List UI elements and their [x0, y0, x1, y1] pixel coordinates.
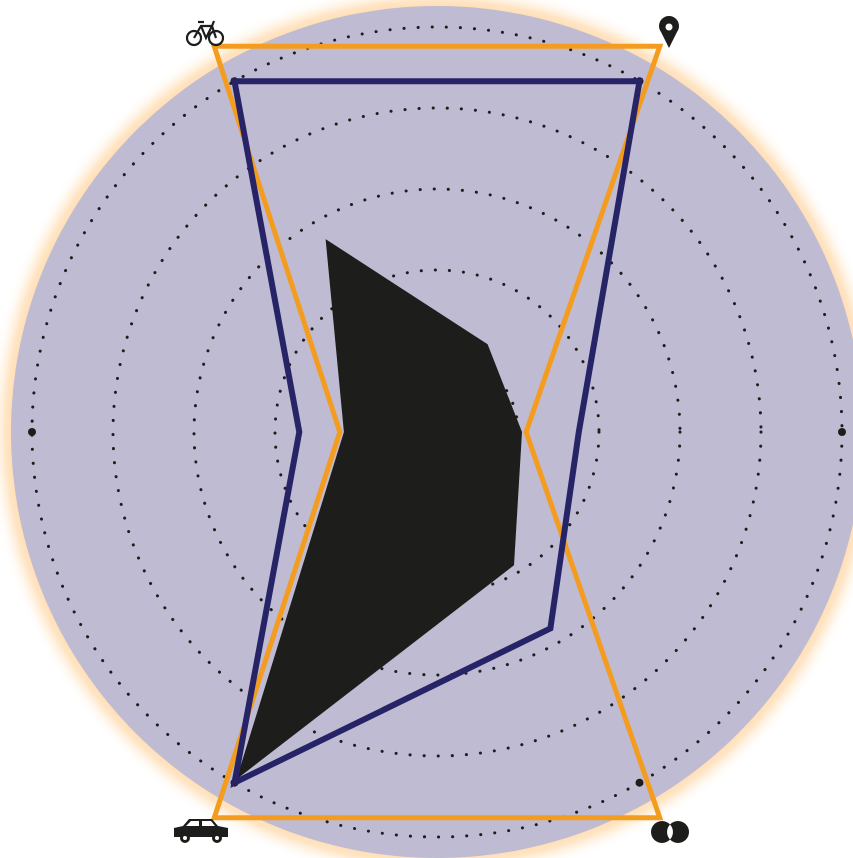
- series-2-polygon: [210, 43, 664, 821]
- grid-ring-3: [192, 187, 682, 677]
- series-layer: [210, 43, 664, 821]
- axis-icons: [174, 15, 689, 843]
- series-3-polygon: [230, 78, 644, 789]
- axis-end-dot-4: [28, 428, 36, 436]
- car-icon: [174, 819, 228, 843]
- axis-end-dot-1: [838, 428, 846, 436]
- bicycle-icon: [185, 20, 225, 47]
- overlap-circles-icon: [651, 821, 689, 843]
- axis-end-dot-2: [635, 778, 644, 787]
- grid-ring-4: [111, 106, 763, 758]
- map-pin-icon: [659, 15, 679, 48]
- series-1-polygon: [236, 239, 522, 780]
